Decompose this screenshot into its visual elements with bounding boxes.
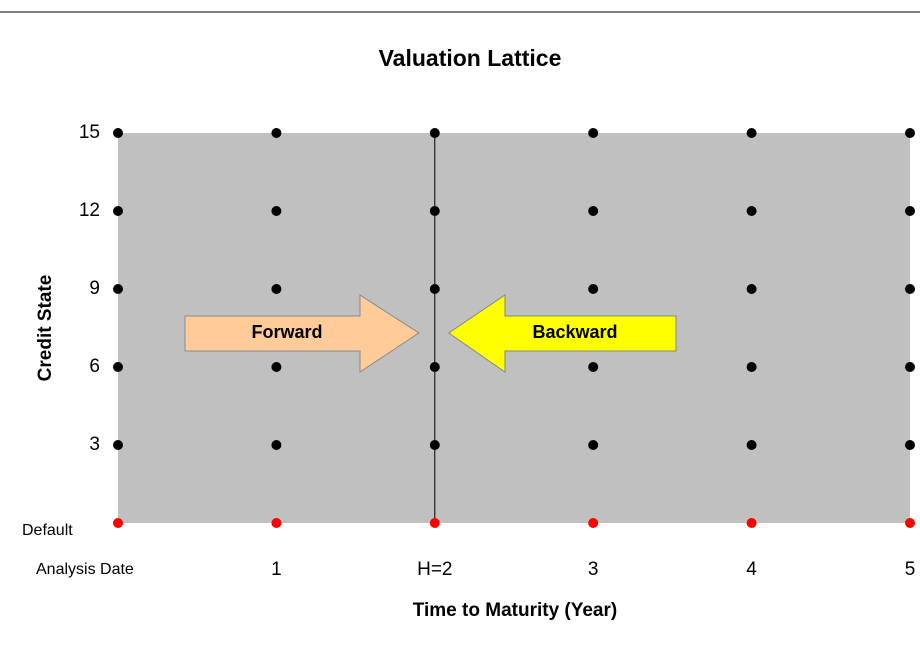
lattice-node <box>746 518 757 528</box>
lattice-node <box>905 206 915 216</box>
lattice-node <box>271 518 282 528</box>
lattice-node <box>429 284 440 294</box>
annotation-label: Forward <box>251 322 322 342</box>
lattice-node <box>588 128 599 138</box>
x-tick-label: 5 <box>905 559 916 580</box>
y-tick-label: 12 <box>79 200 100 221</box>
lattice-node <box>429 362 440 372</box>
x-tick-label: H=2 <box>417 559 452 580</box>
lattice-node <box>905 362 915 372</box>
lattice-node <box>271 206 282 216</box>
lattice-node <box>429 518 440 528</box>
lattice-node <box>746 284 757 294</box>
annotation-label: Backward <box>532 322 617 342</box>
lattice-node <box>271 440 282 450</box>
lattice-node <box>905 284 915 294</box>
lattice-node <box>429 206 440 216</box>
y-tick-label: 15 <box>79 122 100 143</box>
lattice-node <box>746 440 757 450</box>
arrow <box>184 294 420 373</box>
lattice-node <box>429 128 440 138</box>
lattice-node <box>905 440 915 450</box>
lattice-node <box>113 518 123 528</box>
x-tick-label: Analysis Date <box>36 561 134 578</box>
arrow <box>447 294 677 373</box>
y-tick-label: 9 <box>89 278 100 299</box>
y-tick-label: 6 <box>89 356 100 377</box>
lattice-node <box>588 440 599 450</box>
lattice-node <box>429 440 440 450</box>
lattice-node <box>746 128 757 138</box>
lattice-node <box>271 284 282 294</box>
lattice-node <box>905 128 915 138</box>
y-tick-label: Default <box>22 522 73 539</box>
x-tick-label: 1 <box>271 559 282 580</box>
lattice-node <box>271 128 282 138</box>
x-tick-label: 4 <box>746 559 757 580</box>
lattice-node <box>113 284 123 294</box>
lattice-node <box>746 362 757 372</box>
lattice-node <box>588 362 599 372</box>
lattice-node <box>113 440 123 450</box>
x-axis-label: Time to Maturity (Year) <box>413 600 617 621</box>
lattice-node <box>588 284 599 294</box>
lattice-node <box>113 206 123 216</box>
y-axis-label: Credit State <box>35 275 56 382</box>
lattice-node <box>588 206 599 216</box>
y-tick-label: 3 <box>89 434 100 455</box>
lattice-node <box>271 362 282 372</box>
lattice-node <box>588 518 599 528</box>
lattice-node <box>905 518 915 528</box>
x-tick-label: 3 <box>588 559 599 580</box>
chart-title: Valuation Lattice <box>379 45 562 71</box>
lattice-node <box>746 206 757 216</box>
lattice-node <box>113 128 123 138</box>
lattice-node <box>113 362 123 372</box>
